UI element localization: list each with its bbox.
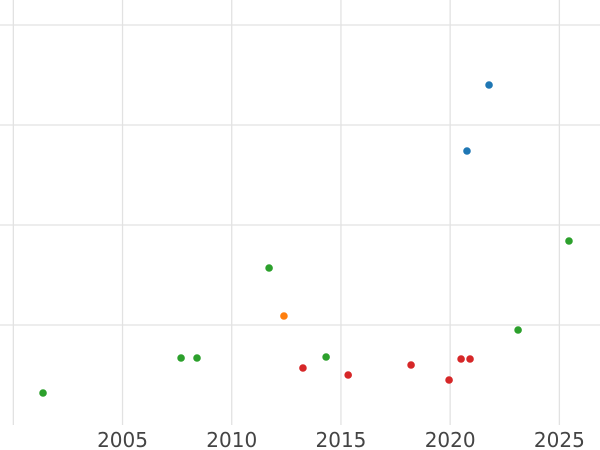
- data-point-orange: [280, 312, 288, 320]
- data-point-green: [514, 326, 522, 334]
- x-tick-label: 2015: [316, 428, 367, 450]
- x-tick-label: 2025: [534, 428, 585, 450]
- data-point-red: [457, 355, 465, 363]
- data-point-green: [177, 354, 185, 362]
- data-point-green: [193, 354, 201, 362]
- data-point-red: [445, 376, 453, 384]
- x-tick-label: 2010: [206, 428, 257, 450]
- data-point-red: [466, 355, 474, 363]
- data-point-red: [407, 361, 415, 369]
- data-point-blue: [463, 147, 471, 155]
- data-point-green: [565, 237, 573, 245]
- data-point-blue: [485, 81, 493, 89]
- x-tick-label: 2005: [97, 428, 148, 450]
- data-point-red: [344, 371, 352, 379]
- data-point-red: [299, 364, 307, 372]
- data-point-green: [39, 389, 47, 397]
- x-tick-label: 2020: [425, 428, 476, 450]
- data-point-green: [322, 353, 330, 361]
- data-point-green: [265, 264, 273, 272]
